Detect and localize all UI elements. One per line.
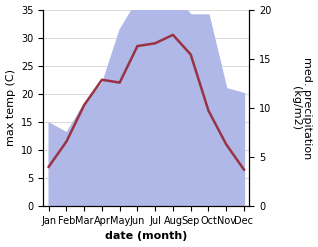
X-axis label: date (month): date (month) <box>105 231 188 242</box>
Y-axis label: max temp (C): max temp (C) <box>5 69 16 146</box>
Y-axis label: med. precipitation
(kg/m2): med. precipitation (kg/m2) <box>291 57 313 159</box>
